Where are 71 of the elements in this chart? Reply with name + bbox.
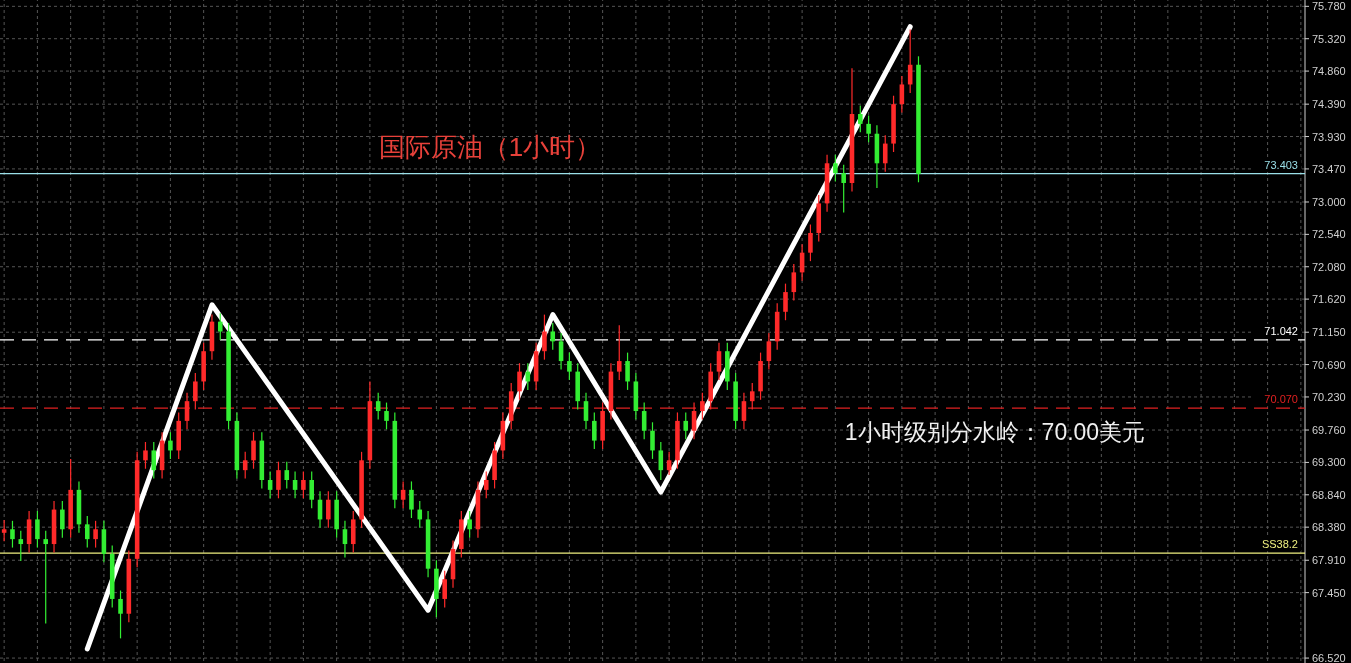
ref-line-label: 73.403 <box>1264 158 1298 171</box>
candlestick <box>442 570 447 608</box>
candlestick <box>882 134 888 173</box>
y-tick-label: 71.150 <box>1312 326 1346 339</box>
candlestick <box>93 520 98 549</box>
ref-line-label: 70.070 <box>1264 393 1298 406</box>
ref-line-label: 71.042 <box>1264 324 1298 337</box>
candlestick <box>858 104 863 133</box>
candlestick <box>542 314 547 361</box>
y-tick-label: 67.910 <box>1312 554 1346 567</box>
y-tick-label: 75.320 <box>1312 32 1346 45</box>
candlestick <box>567 352 572 381</box>
candlestick <box>1 519 7 542</box>
candlestick <box>143 441 148 470</box>
y-tick-label: 74.390 <box>1312 98 1346 111</box>
candlestick <box>517 362 522 401</box>
candlestick <box>716 342 722 381</box>
candlestick <box>417 500 423 529</box>
y-tick-label: 68.840 <box>1312 488 1346 501</box>
candlestick <box>866 114 871 143</box>
candlestick <box>284 461 290 490</box>
candlestick <box>409 480 414 519</box>
y-tick-label: 72.540 <box>1312 228 1346 241</box>
candlestick <box>616 324 622 381</box>
text: 国际原油（1小时） <box>378 132 602 162</box>
candlestick <box>84 515 90 549</box>
y-tick-label: 73.470 <box>1312 162 1346 175</box>
y-tick-label: 70.230 <box>1312 390 1346 403</box>
candlestick <box>683 411 689 440</box>
candlestick <box>168 431 173 460</box>
y-tick-label: 66.520 <box>1312 652 1346 663</box>
y-tick-label: 74.860 <box>1312 65 1346 78</box>
y-tick-label: 72.080 <box>1312 260 1346 273</box>
candlestick <box>276 461 281 499</box>
candlestick <box>808 223 813 262</box>
y-tick-label: 75.780 <box>1312 0 1346 13</box>
candlestick <box>60 500 65 539</box>
candlestick <box>193 372 198 411</box>
candlestick <box>301 470 306 499</box>
candlestick <box>783 283 788 321</box>
candlestick <box>467 510 472 539</box>
annotation: 1小时级别分水岭：70.00美元 <box>844 419 1146 445</box>
candlestick <box>592 411 597 450</box>
ref-line-label: SS38.2 <box>1261 538 1298 551</box>
y-tick-label: 71.620 <box>1312 293 1346 306</box>
candlestick <box>35 510 40 549</box>
candlestick <box>309 470 314 509</box>
candlestick <box>625 352 630 391</box>
candlestick <box>483 470 489 499</box>
candlestick <box>217 312 223 341</box>
candlestick <box>326 490 331 529</box>
candlestick <box>43 530 48 625</box>
candlestick <box>700 392 705 421</box>
y-tick-label: 69.760 <box>1312 424 1346 437</box>
candlestick <box>151 441 157 480</box>
candlestick <box>650 421 655 460</box>
candlestick <box>118 589 123 639</box>
candlestick <box>18 530 24 562</box>
candlestick <box>384 401 389 430</box>
candlestick <box>841 164 846 214</box>
y-tick-label: 68.380 <box>1312 521 1346 534</box>
y-tick-label: 70.690 <box>1312 358 1346 371</box>
y-tick-label: 67.450 <box>1312 586 1346 599</box>
candlestick <box>251 431 256 470</box>
y-tick-label: 69.300 <box>1312 456 1346 469</box>
candlestick <box>749 382 755 411</box>
candlestick <box>550 322 556 351</box>
candlestick <box>833 154 838 183</box>
y-tick-label: 73.930 <box>1312 130 1346 143</box>
candlestick <box>10 520 15 549</box>
y-tick-label: 73.000 <box>1312 196 1346 208</box>
